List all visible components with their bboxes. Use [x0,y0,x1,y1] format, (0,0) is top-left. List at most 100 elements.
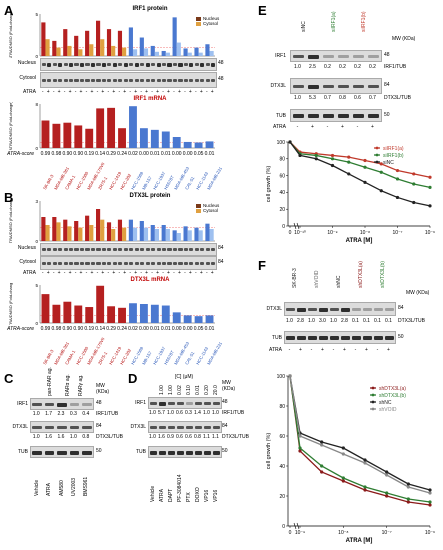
blot-band [58,78,63,82]
panel-c-irf1-ratio-label: IRF1/TUB [96,411,119,417]
irf1-ratio-value: 1.0 [294,64,301,70]
blot-band [145,261,150,265]
lane-label: UV2003 [70,477,77,496]
panel-d-irf1-ratio-label: IRF1/TUB [222,410,245,416]
dtx3l-ratio-value: 0.6 [185,434,192,440]
panel-b-cell-lines: SK-BR-3 MDA-MB-361 CAMA-1 HCC-1500 MDA-MB-17… [40,335,223,366]
blot-band [129,78,134,82]
panel-d-conc-header: [C] (μM) [175,374,194,380]
bar-mrna [172,312,181,323]
series-line [289,141,431,178]
blot-band [363,307,372,311]
atra-sign: + [112,89,116,95]
blot-band [205,63,210,66]
series-point [347,155,351,159]
series-point [395,195,400,200]
panel-c-mw-header: MW (KDa) [96,383,110,395]
blot-band [341,336,350,340]
dtx3l-ratio-value: 1.0 [330,318,337,324]
blot-band [308,336,317,340]
atra-sign: + [177,270,181,276]
blot-band [134,248,139,251]
lane-label: AM580 [58,480,65,496]
irf1-ratio-value: 0.2 [339,64,346,70]
bar-cytosol [56,222,61,241]
bar-nucleus [194,47,199,56]
panel-c-row-dtx3l: DTX3L [12,424,28,430]
atra-score-value: 0.01 [149,151,160,157]
blot-band [134,78,139,82]
blot-band [69,78,74,82]
y-axis-label: ATRA/DMSO (Fold-change) [8,199,13,243]
y-tick-label: 0 [282,224,285,230]
blot-band [374,307,383,311]
atra-sign: - [151,270,153,276]
blot-band [367,114,380,118]
lane-label: DOXO [195,487,202,502]
concentration-value: 0.02 [177,385,184,395]
series-point [330,153,335,158]
blot-band [123,78,128,82]
blot-band [156,78,161,82]
blot-band [58,261,63,265]
blot-band [96,78,101,82]
blot-band [140,248,145,251]
legend-marker [371,393,375,397]
irf1-ratio-value: 1.0 [212,410,219,416]
bar-cytosol [176,233,181,241]
bar-nucleus [150,225,155,241]
series-point [395,168,400,173]
blot-band [156,261,161,265]
blot-band [159,401,166,406]
bar-cytosol [143,48,149,56]
blot-band [161,248,167,251]
bar-cytosol [165,52,170,56]
bar-nucleus [41,217,46,241]
atra-sign: + [365,347,368,353]
blot-band [172,261,178,265]
series-point [314,153,318,158]
blot-band [52,78,57,82]
x-tick-label: 0 [289,230,292,236]
series-point [428,204,432,208]
series-point [298,449,302,453]
blot-band [82,425,92,429]
blot-band [52,248,57,251]
panel-d-mw-1: 48 [222,399,228,405]
blot-band [374,336,383,340]
irf1-ratio-value: 1.4 [194,410,201,416]
bar-nucleus [85,30,90,56]
blot-band [159,450,166,455]
atra-score-value: 0.01 [149,326,160,332]
series-point [363,180,367,184]
lane-group-label: siIRF1(b) [360,11,367,32]
dtx3l-ratio-value: 1.6 [158,434,165,440]
atra-sign: - [184,270,186,276]
lane-label: DAPT [168,488,175,502]
blot-band [47,261,52,265]
blot-band [41,63,46,66]
panel-d-blot-tub [148,446,222,458]
blot-band [322,114,335,118]
blot-band [183,261,188,265]
atra-sign: + [188,270,192,276]
series-point [341,476,345,480]
blot-band [352,336,361,340]
series-point [330,157,335,161]
lane-label: Vehicle [150,485,157,502]
bar-nucleus [183,48,188,56]
panel-c-column-headers: pan-RAR ag. RARα ag. RARγ ag. [30,367,105,398]
panel-a-mrna-chart: 0 8 ATRA/DMSO (Fold-change) [8,102,215,150]
bar-nucleus [205,44,210,56]
panel-c-mw-3: 50 [96,448,102,454]
panel-e-blot-dtx3l [290,78,382,94]
atra-sign: - [52,89,55,95]
series-point [412,200,416,205]
blot-band [32,450,42,455]
series-point [363,485,367,489]
series-point [385,473,389,477]
blot-band [286,307,295,311]
legend-marker [375,153,379,157]
blot-band [189,248,194,251]
irf1-ratio-value: 0.2 [324,64,331,70]
